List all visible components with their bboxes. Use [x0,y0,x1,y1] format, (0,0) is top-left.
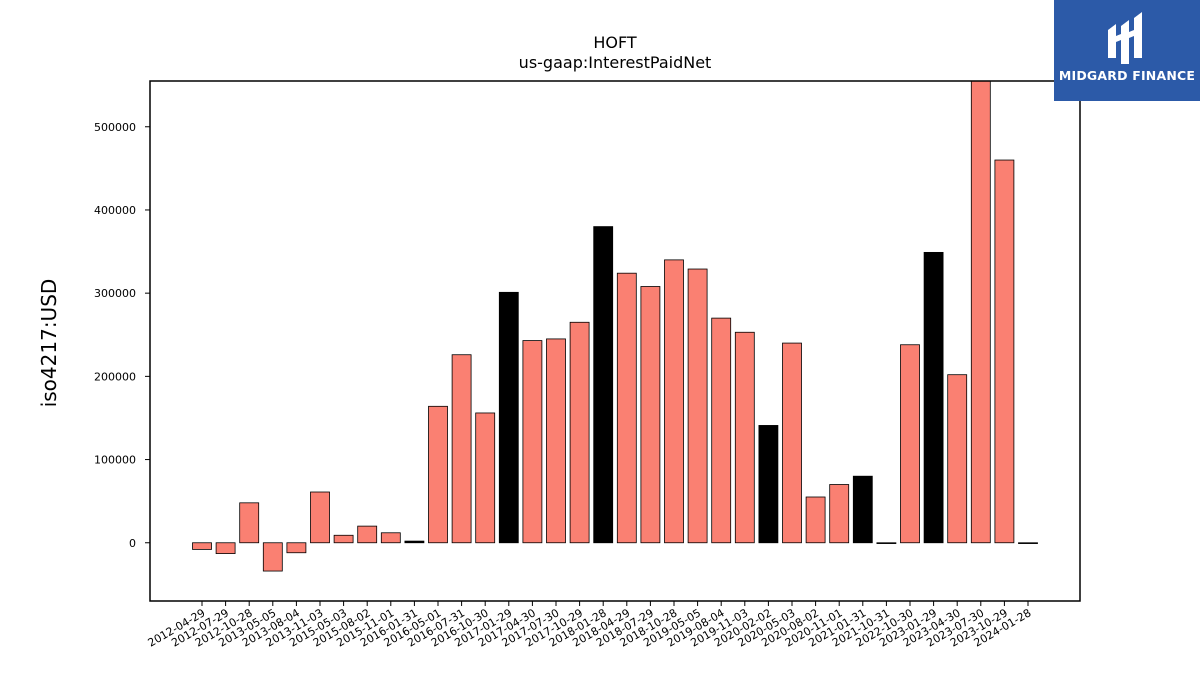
bar [192,542,212,550]
bar [923,251,944,544]
bar [380,532,401,544]
chart-subtitle: us-gaap:InterestPaidNet [519,53,712,72]
bar [357,525,378,544]
bar [782,342,802,544]
chart-title: HOFT [593,33,637,52]
bar [215,542,236,554]
bar [640,286,661,544]
bar [498,291,519,544]
y-axis-label: iso4217:USD [37,279,61,408]
brand-logo: MIDGARD FINANCE [1054,0,1200,101]
bar [664,259,684,544]
bar [593,226,614,544]
bar [286,542,307,554]
bar [900,344,920,544]
bar [734,331,755,544]
bar [994,159,1015,544]
y-tick-label: 500000 [94,121,136,134]
bar [522,340,543,544]
bar [404,540,425,544]
midgard-logo-icon [1108,12,1142,64]
y-tick-label: 300000 [94,287,136,300]
bar [333,534,354,544]
bar [970,80,991,544]
bar [239,502,260,544]
y-tick-label: 200000 [94,370,136,383]
bar [616,272,637,544]
bar [546,338,566,544]
bar [451,354,472,544]
bar [852,475,873,544]
bar [687,268,708,544]
y-tick-label: 400000 [94,204,136,217]
y-axis-ticks: 0 100000 200000 300000 400000 500000 [94,121,150,550]
bar [829,484,850,544]
bar [475,412,496,544]
bar [310,491,330,544]
y-tick-label: 100000 [94,454,136,467]
plot-frame [149,80,1081,602]
bar [262,542,283,572]
bar [711,317,732,544]
bar [428,405,448,544]
bar [947,374,968,544]
bars-group [192,80,1038,572]
bar [805,496,826,544]
bar [876,542,897,544]
x-axis-ticks: 2012-04-292012-07-292012-10-282013-05-05… [146,601,1034,650]
bar [569,321,590,544]
brand-name: MIDGARD FINANCE [1058,68,1196,83]
bar [1018,542,1038,544]
y-tick-label: 0 [129,537,136,550]
bar [758,425,779,544]
